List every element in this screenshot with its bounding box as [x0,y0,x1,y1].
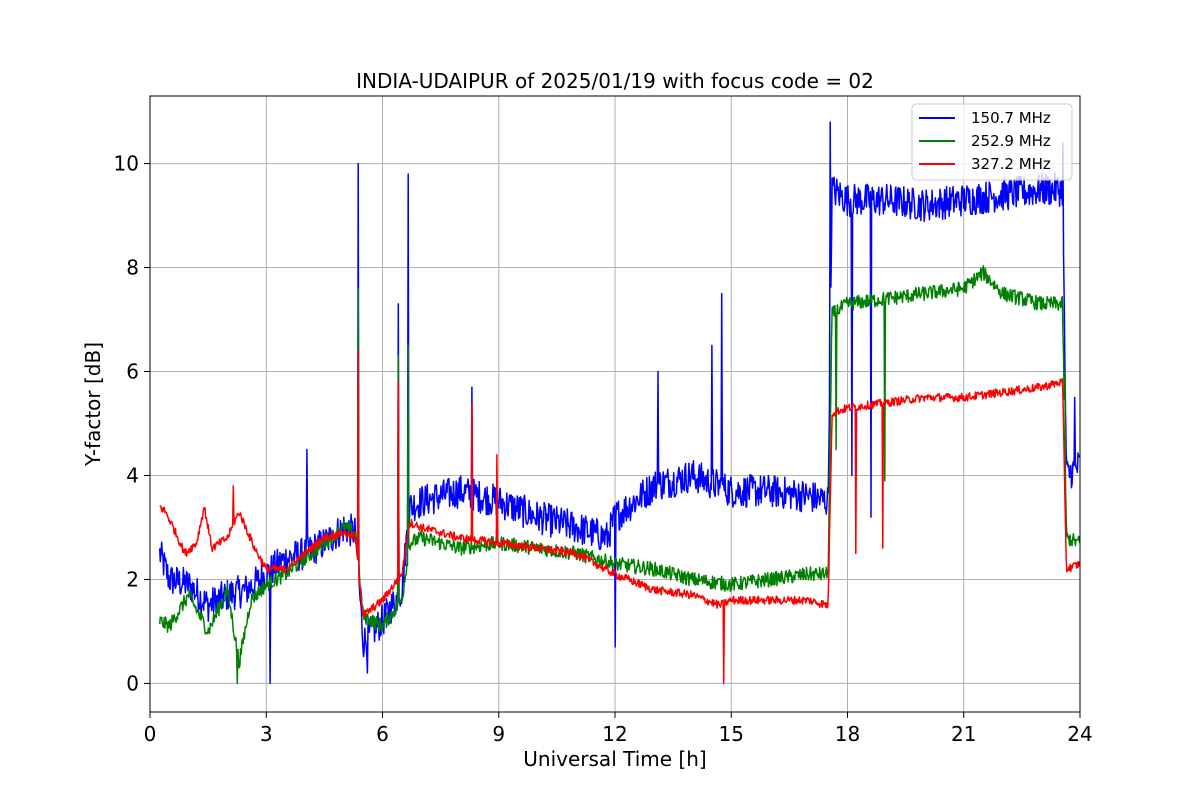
legend-box [911,103,1073,181]
x-tick-label: 21 [951,722,976,746]
x-tick-label: 15 [719,722,744,746]
legend: 150.7 MHz 252.9 MHz 327.2 MHz [911,103,1073,181]
legend-label-3: 327.2 MHz [971,155,1051,173]
chart-title: INDIA-UDAIPUR of 2025/01/19 with focus c… [356,69,874,93]
x-axis-ticks: 0 3 6 9 12 15 18 21 24 [144,712,1093,746]
x-tick-label: 12 [602,722,627,746]
legend-label-2: 252.9 MHz [971,132,1051,150]
x-tick-label: 3 [260,722,273,746]
legend-label-1: 150.7 MHz [971,109,1051,127]
series-line-3 [159,349,1080,685]
y-tick-label: 0 [126,671,139,695]
series-line-2 [158,265,1080,685]
y-tick-label: 10 [114,152,139,176]
x-tick-label: 0 [144,722,157,746]
y-tick-label: 6 [126,360,139,384]
y-axis-ticks: 0 2 4 6 8 10 [114,152,150,695]
y-axis-label: Y-factor [dB] [81,342,105,467]
x-tick-label: 9 [492,722,505,746]
x-tick-label: 6 [376,722,389,746]
y-tick-label: 2 [126,567,139,591]
y-tick-label: 8 [126,256,139,280]
x-tick-label: 18 [835,722,860,746]
x-tick-label: 24 [1067,722,1092,746]
y-tick-label: 4 [126,463,139,487]
series-layer [158,121,1080,685]
x-axis-label: Universal Time [h] [523,747,706,771]
